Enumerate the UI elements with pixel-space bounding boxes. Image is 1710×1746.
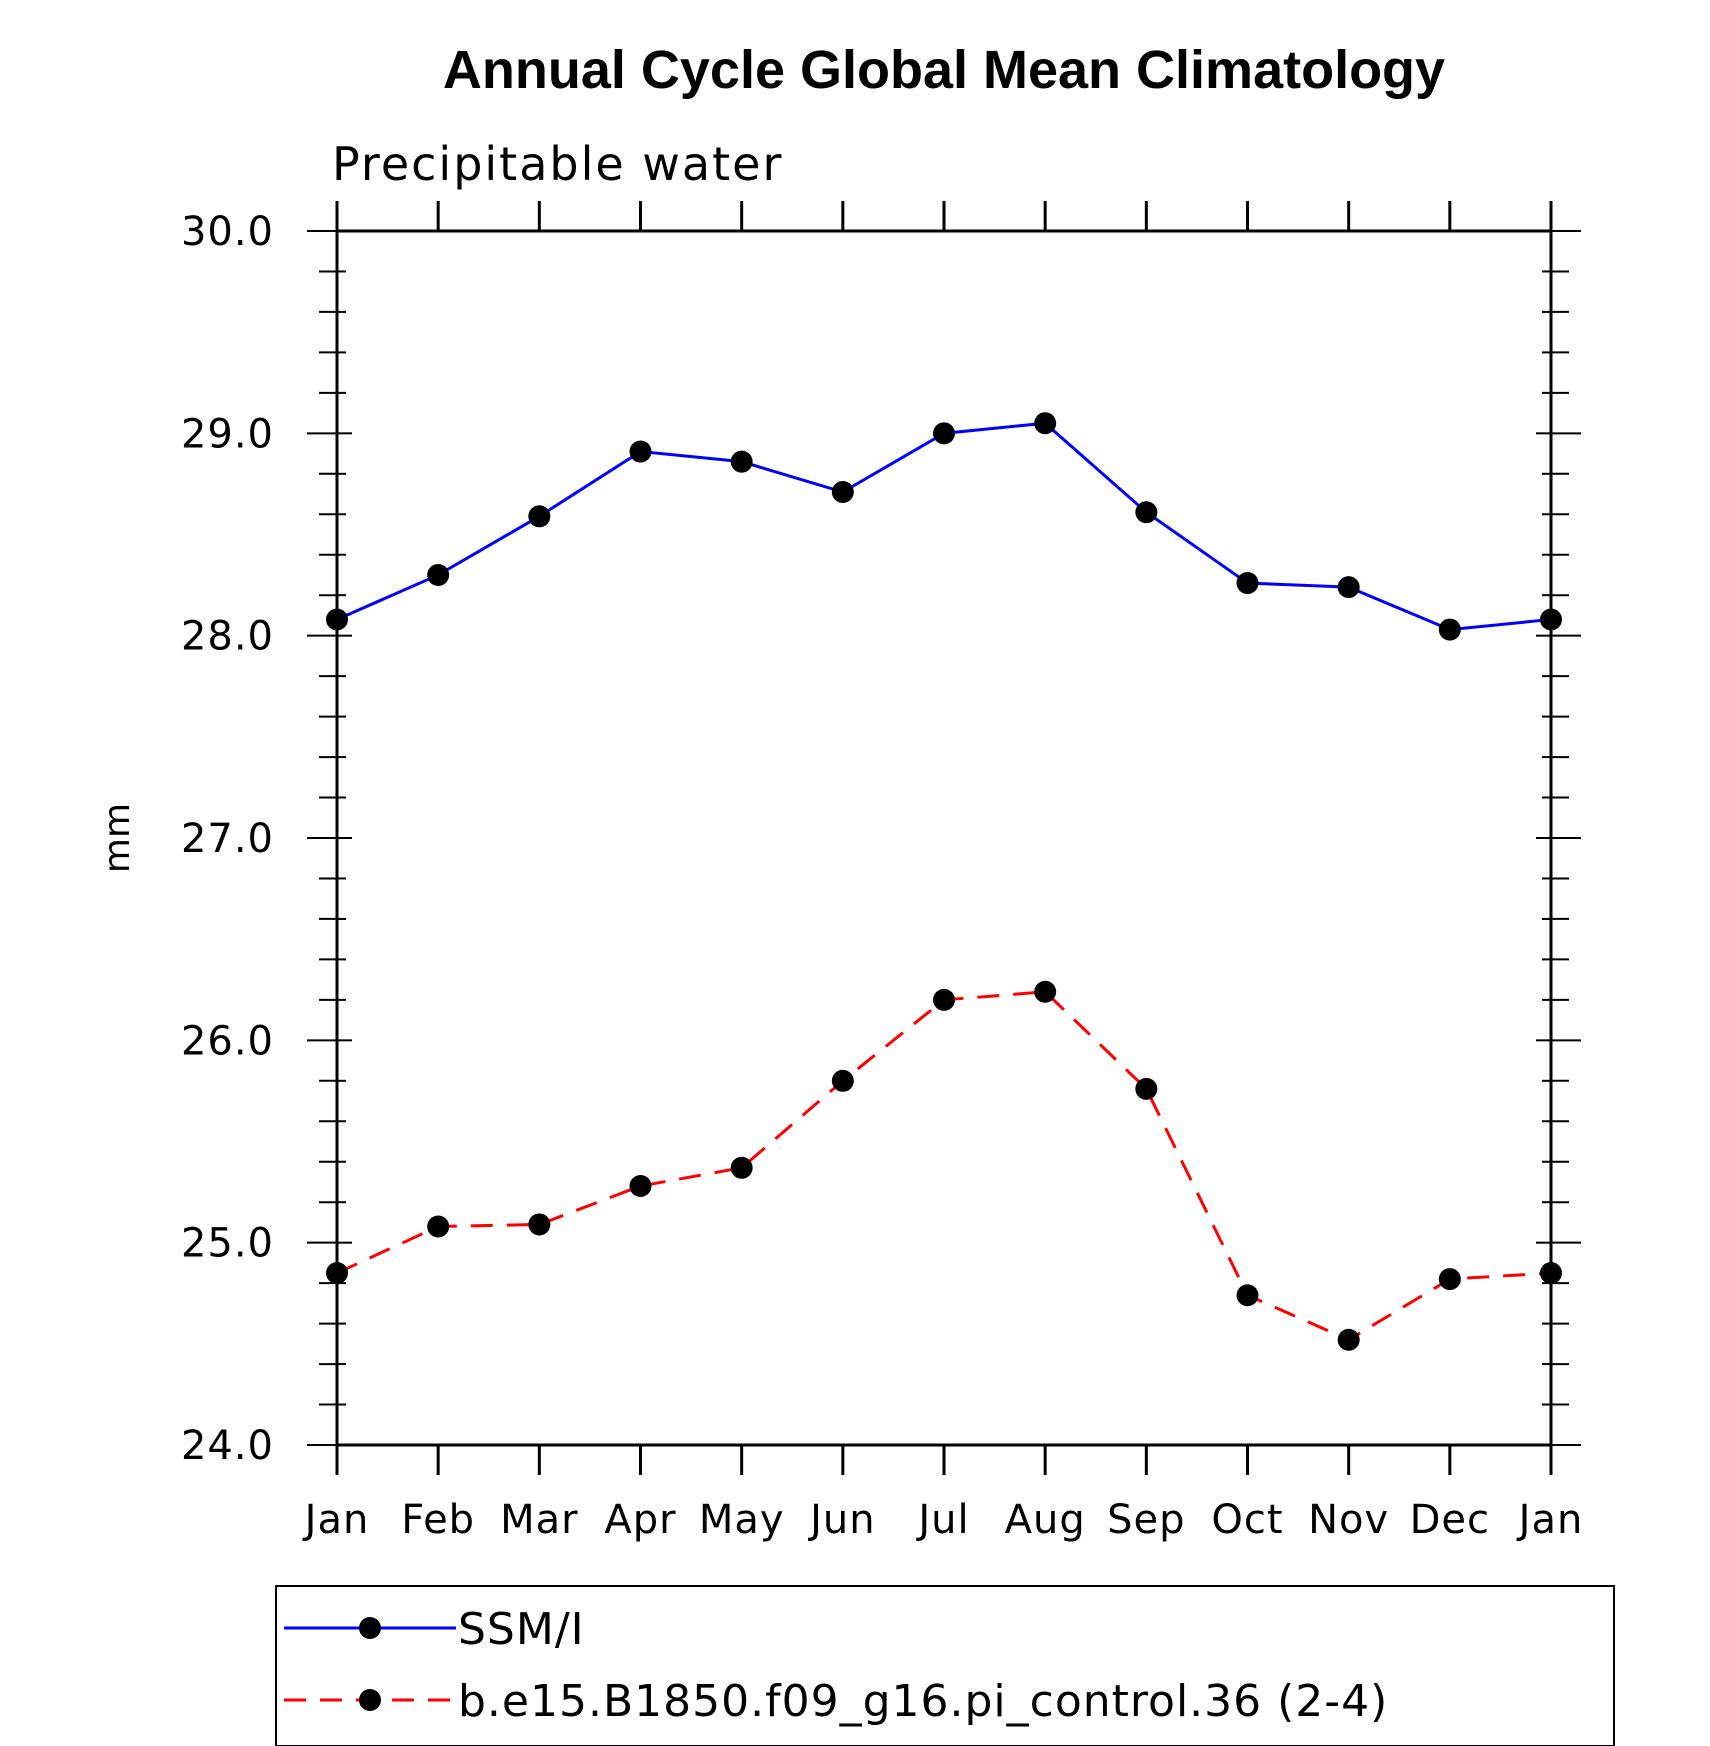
data-point	[1135, 501, 1158, 524]
data-point	[1438, 1268, 1461, 1291]
series-line	[336, 421, 1552, 632]
y-tick-label: 26.0	[181, 1018, 274, 1064]
x-tick-label: Sep	[1107, 1497, 1185, 1543]
data-point	[1236, 572, 1259, 595]
x-tick-label: Mar	[500, 1497, 578, 1543]
data-point	[1337, 1328, 1360, 1351]
legend-marker	[359, 1617, 381, 1639]
x-tick-labels: Jan Feb Mar Apr May Jun Jul Aug Sep Oct Nov Dec Jan	[302, 1497, 1584, 1543]
x-tick-label: Jan	[1516, 1497, 1584, 1543]
data-point	[1034, 412, 1057, 435]
legend: SSM/I b.e15.B1850.f09_g16.pi_control.36 (…	[275, 1585, 1615, 1746]
y-tick-label: 27.0	[181, 816, 274, 862]
chart-subtitle: Precipitable water	[332, 137, 783, 191]
data-point	[1034, 980, 1057, 1003]
x-tick-label: Jun	[807, 1497, 876, 1543]
x-tick-label: Aug	[1005, 1497, 1086, 1543]
x-tick-label: May	[699, 1497, 785, 1543]
x-tick-label: Dec	[1410, 1497, 1490, 1543]
x-tick-label: Jul	[915, 1497, 969, 1543]
legend-box	[275, 1585, 1615, 1746]
data-point	[528, 1213, 551, 1236]
data-point	[427, 1215, 450, 1238]
legend-label: SSM/I	[458, 1604, 585, 1655]
y-tick-labels: 24.0 25.0 26.0 27.0 28.0 29.0 30.0	[181, 209, 274, 1469]
data-point	[629, 1175, 652, 1198]
y-tick-label: 25.0	[181, 1221, 274, 1267]
data-point	[528, 505, 551, 528]
data-point	[933, 422, 955, 445]
y-tick-label: 28.0	[181, 614, 274, 660]
data-point	[831, 1069, 854, 1092]
x-tick-label: Oct	[1211, 1497, 1283, 1543]
data-point	[629, 440, 652, 463]
data-point	[730, 1156, 753, 1179]
data-point	[1236, 1284, 1259, 1307]
y-axis-label: mm	[97, 803, 138, 873]
series-line	[336, 990, 1552, 1342]
data-point	[1337, 576, 1360, 599]
x-tick-label: Jan	[302, 1497, 370, 1543]
data-point	[427, 563, 450, 586]
data-point	[1135, 1077, 1158, 1100]
data-point	[831, 481, 854, 504]
legend-label: b.e15.B1850.f09_g16.pi_control.36 (2-4)	[458, 1676, 1388, 1727]
y-tick-label: 30.0	[181, 209, 274, 255]
legend-marker	[359, 1689, 381, 1711]
data-point	[1438, 618, 1461, 641]
axis-ticks	[307, 201, 1581, 1475]
x-tick-label: Feb	[401, 1497, 475, 1543]
x-tick-label: Apr	[604, 1497, 676, 1543]
chart-title: Annual Cycle Global Mean Climatology	[443, 40, 1445, 100]
data-point	[730, 450, 753, 473]
x-tick-label: Nov	[1308, 1497, 1389, 1543]
y-tick-label: 29.0	[181, 411, 274, 457]
data-point	[933, 988, 955, 1011]
plot-frame	[335, 229, 1553, 1447]
y-tick-label: 24.0	[181, 1423, 274, 1469]
series-group	[326, 412, 1562, 1351]
